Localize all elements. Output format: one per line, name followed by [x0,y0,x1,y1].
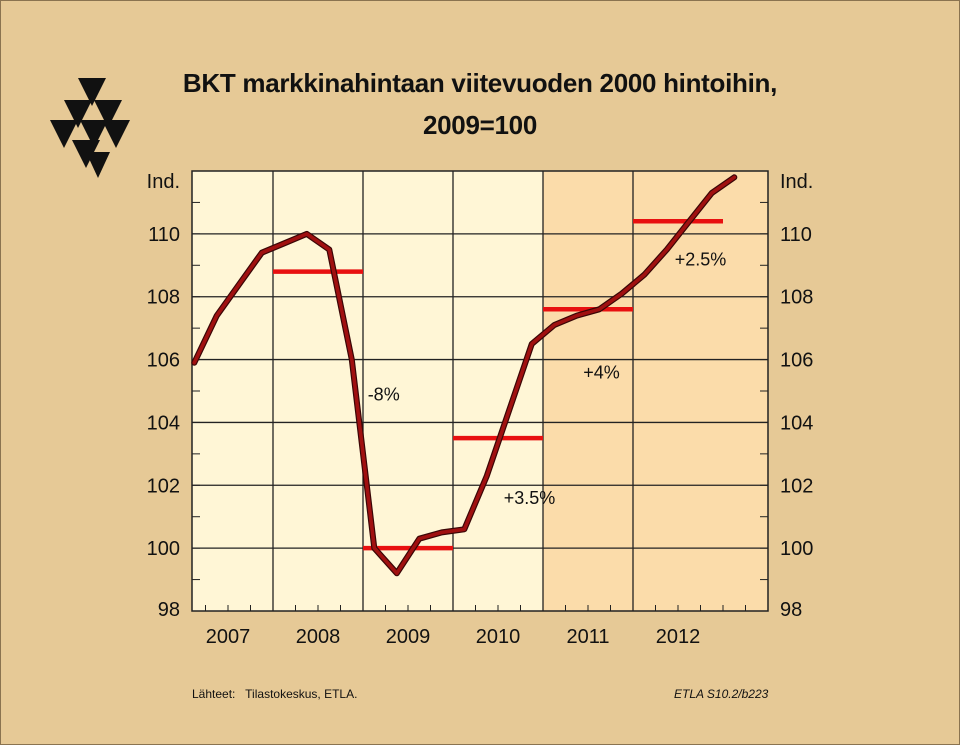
x-tick-label: 2010 [476,626,521,648]
y-tick-label-left: 102 [147,475,180,497]
y-tick-label-right: 104 [780,412,813,434]
x-tick-label: 2009 [386,626,431,648]
growth-annotation: -8% [368,384,400,404]
y-tick-label-left: 108 [147,287,180,309]
etla-logo-icon [50,78,130,178]
y-tick-label-left: 110 [148,224,180,246]
chart-code: ETLA S10.2/b223 [674,687,769,701]
y-tick-label-right: 110 [780,224,812,246]
y-axis-label-left: Ind. [147,171,180,193]
gdp-line-chart: 98 98 100 100 102 102 104 104 106 106 108 108 110 110… [147,170,813,648]
y-tick-label-left: 106 [147,350,180,372]
y-axis-label-right: Ind. [780,171,813,193]
y-tick-label-right: 102 [780,475,813,497]
y-tick-label-left: 104 [147,412,180,434]
plot-area-forecast [543,171,768,611]
plot-area-history [192,171,543,611]
series-line [192,175,737,576]
chart-title-line-1: BKT markkinahintaan viitevuoden 2000 hin… [182,68,778,98]
y-tick-label-left: 98 [158,599,180,621]
growth-annotation: +4% [583,362,620,382]
x-tick-label: 2007 [206,626,251,648]
chart-title: BKT markkinahintaan viitevuoden 2000 hin… [160,62,800,146]
y-tick-label-left: 100 [147,538,180,560]
source-text: Tilastokeskus, ETLA. [245,687,358,701]
source-label: Lähteet: [192,687,236,701]
y-tick-label-right: 98 [780,599,802,621]
x-tick-label: 2008 [296,626,341,648]
chart-title-line-2: 2009=100 [422,110,537,140]
source-note: Lähteet: Tilastokeskus, ETLA. [192,687,357,701]
y-tick-label-right: 106 [780,350,813,372]
x-tick-label: 2012 [656,626,701,648]
y-tick-label-right: 108 [780,287,813,309]
growth-annotation: +2.5% [675,249,727,269]
x-tick-label: 2011 [566,626,609,648]
y-tick-label-right: 100 [780,538,813,560]
growth-annotation: +3.5% [504,488,556,508]
